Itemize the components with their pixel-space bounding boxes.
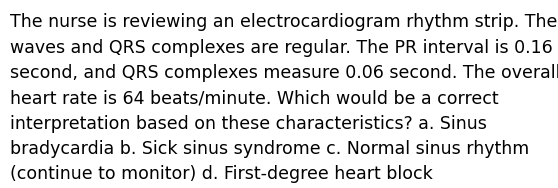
Text: bradycardia b. Sick sinus syndrome c. Normal sinus rhythm: bradycardia b. Sick sinus syndrome c. No…: [10, 140, 530, 158]
Text: (continue to monitor) d. First-degree heart block: (continue to monitor) d. First-degree he…: [10, 165, 433, 183]
Text: heart rate is 64 beats/minute. Which would be a correct: heart rate is 64 beats/minute. Which wou…: [10, 89, 499, 107]
Text: The nurse is reviewing an electrocardiogram rhythm strip. The P: The nurse is reviewing an electrocardiog…: [10, 13, 558, 31]
Text: second, and QRS complexes measure 0.06 second. The overall: second, and QRS complexes measure 0.06 s…: [10, 64, 558, 82]
Text: interpretation based on these characteristics? a. Sinus: interpretation based on these characteri…: [10, 115, 487, 133]
Text: waves and QRS complexes are regular. The PR interval is 0.16: waves and QRS complexes are regular. The…: [10, 39, 553, 57]
